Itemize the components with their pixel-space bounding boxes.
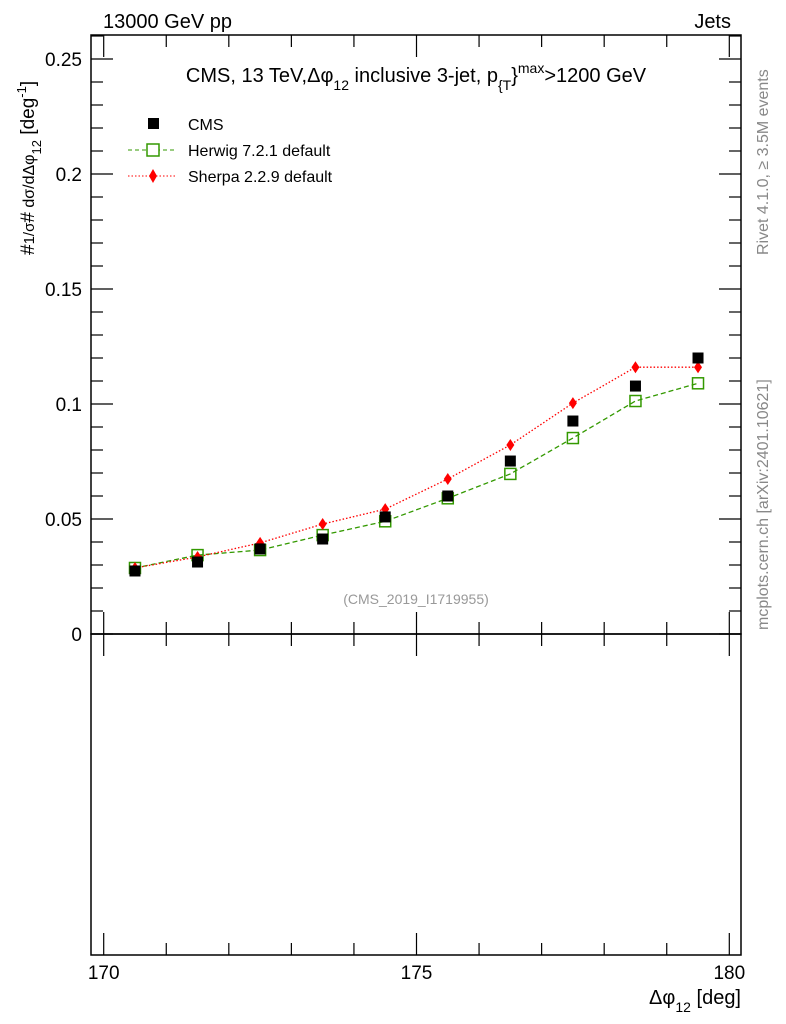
axis-ticks: 170 175 180 0 0.05 0.1 0.15 0.2 0.25	[45, 35, 745, 984]
data-point-cms	[254, 543, 266, 555]
data-point-herwig	[691, 377, 705, 390]
side-rivet: Rivet 4.1.0, ≥ 3.5M events	[755, 69, 772, 255]
x-tick-label: 170	[88, 963, 120, 984]
data-point-sherpa	[568, 397, 577, 410]
data-point-cms	[567, 415, 579, 427]
data-point-cms	[317, 533, 329, 545]
data-point-sherpa	[631, 361, 640, 374]
legend-marker-cms	[148, 118, 159, 129]
legend-label-herwig: Herwig 7.2.1 default	[188, 143, 331, 160]
data-point-sherpa	[443, 472, 452, 485]
data-point-cms	[504, 455, 516, 467]
legend-marker-herwig	[146, 143, 160, 157]
x-tick-label: 180	[713, 963, 745, 984]
data-point-sherpa	[694, 361, 703, 374]
x-tick-label: 175	[401, 963, 433, 984]
data-point-cms	[192, 556, 204, 568]
header-right: Jets	[694, 11, 731, 33]
data-point-herwig	[629, 394, 642, 408]
y-tick-label: 0.05	[45, 510, 82, 531]
series-line-1	[134, 382, 699, 569]
data-point-sherpa	[506, 438, 515, 451]
data-point-cms	[129, 565, 141, 577]
side-mcplots: mcplots.cern.ch [arXiv:2401.10621]	[755, 379, 772, 630]
data-point-sherpa	[318, 518, 327, 531]
analysis-id: (CMS_2019_I1719955)	[343, 591, 489, 607]
legend-label-cms: CMS	[188, 117, 224, 134]
y-tick-label: 0	[71, 625, 82, 646]
data-point-cms	[379, 511, 391, 523]
header-left: 13000 GeV pp	[103, 11, 232, 33]
data-point-cms	[629, 380, 641, 392]
legend-marker-sherpa	[149, 169, 157, 183]
data-point-cms	[442, 490, 454, 502]
legend-label-sherpa: Sherpa 2.2.9 default	[188, 169, 333, 186]
y-tick-label: 0.2	[56, 165, 82, 186]
series-line-2	[134, 366, 699, 569]
y-tick-label: 0.1	[56, 395, 82, 416]
y-tick-label: 0.25	[45, 50, 82, 71]
chart-title: CMS, 13 TeV,Δφ12 inclusive 3-jet, p{T}ma…	[186, 60, 647, 93]
data-point-cms	[692, 352, 704, 364]
legend: CMS Herwig 7.2.1 default Sherpa 2.2.9 de…	[128, 117, 333, 186]
x-axis-label: Δφ12 [deg]	[649, 987, 741, 1015]
y-tick-label: 0.15	[45, 280, 82, 301]
y-axis-label: #1/σ# dσ/dΔφ12 [deg-1]	[14, 81, 44, 255]
data-series	[128, 352, 705, 577]
data-point-herwig	[566, 431, 580, 445]
data-point-herwig	[504, 467, 517, 481]
ratio-frame	[90, 633, 742, 956]
